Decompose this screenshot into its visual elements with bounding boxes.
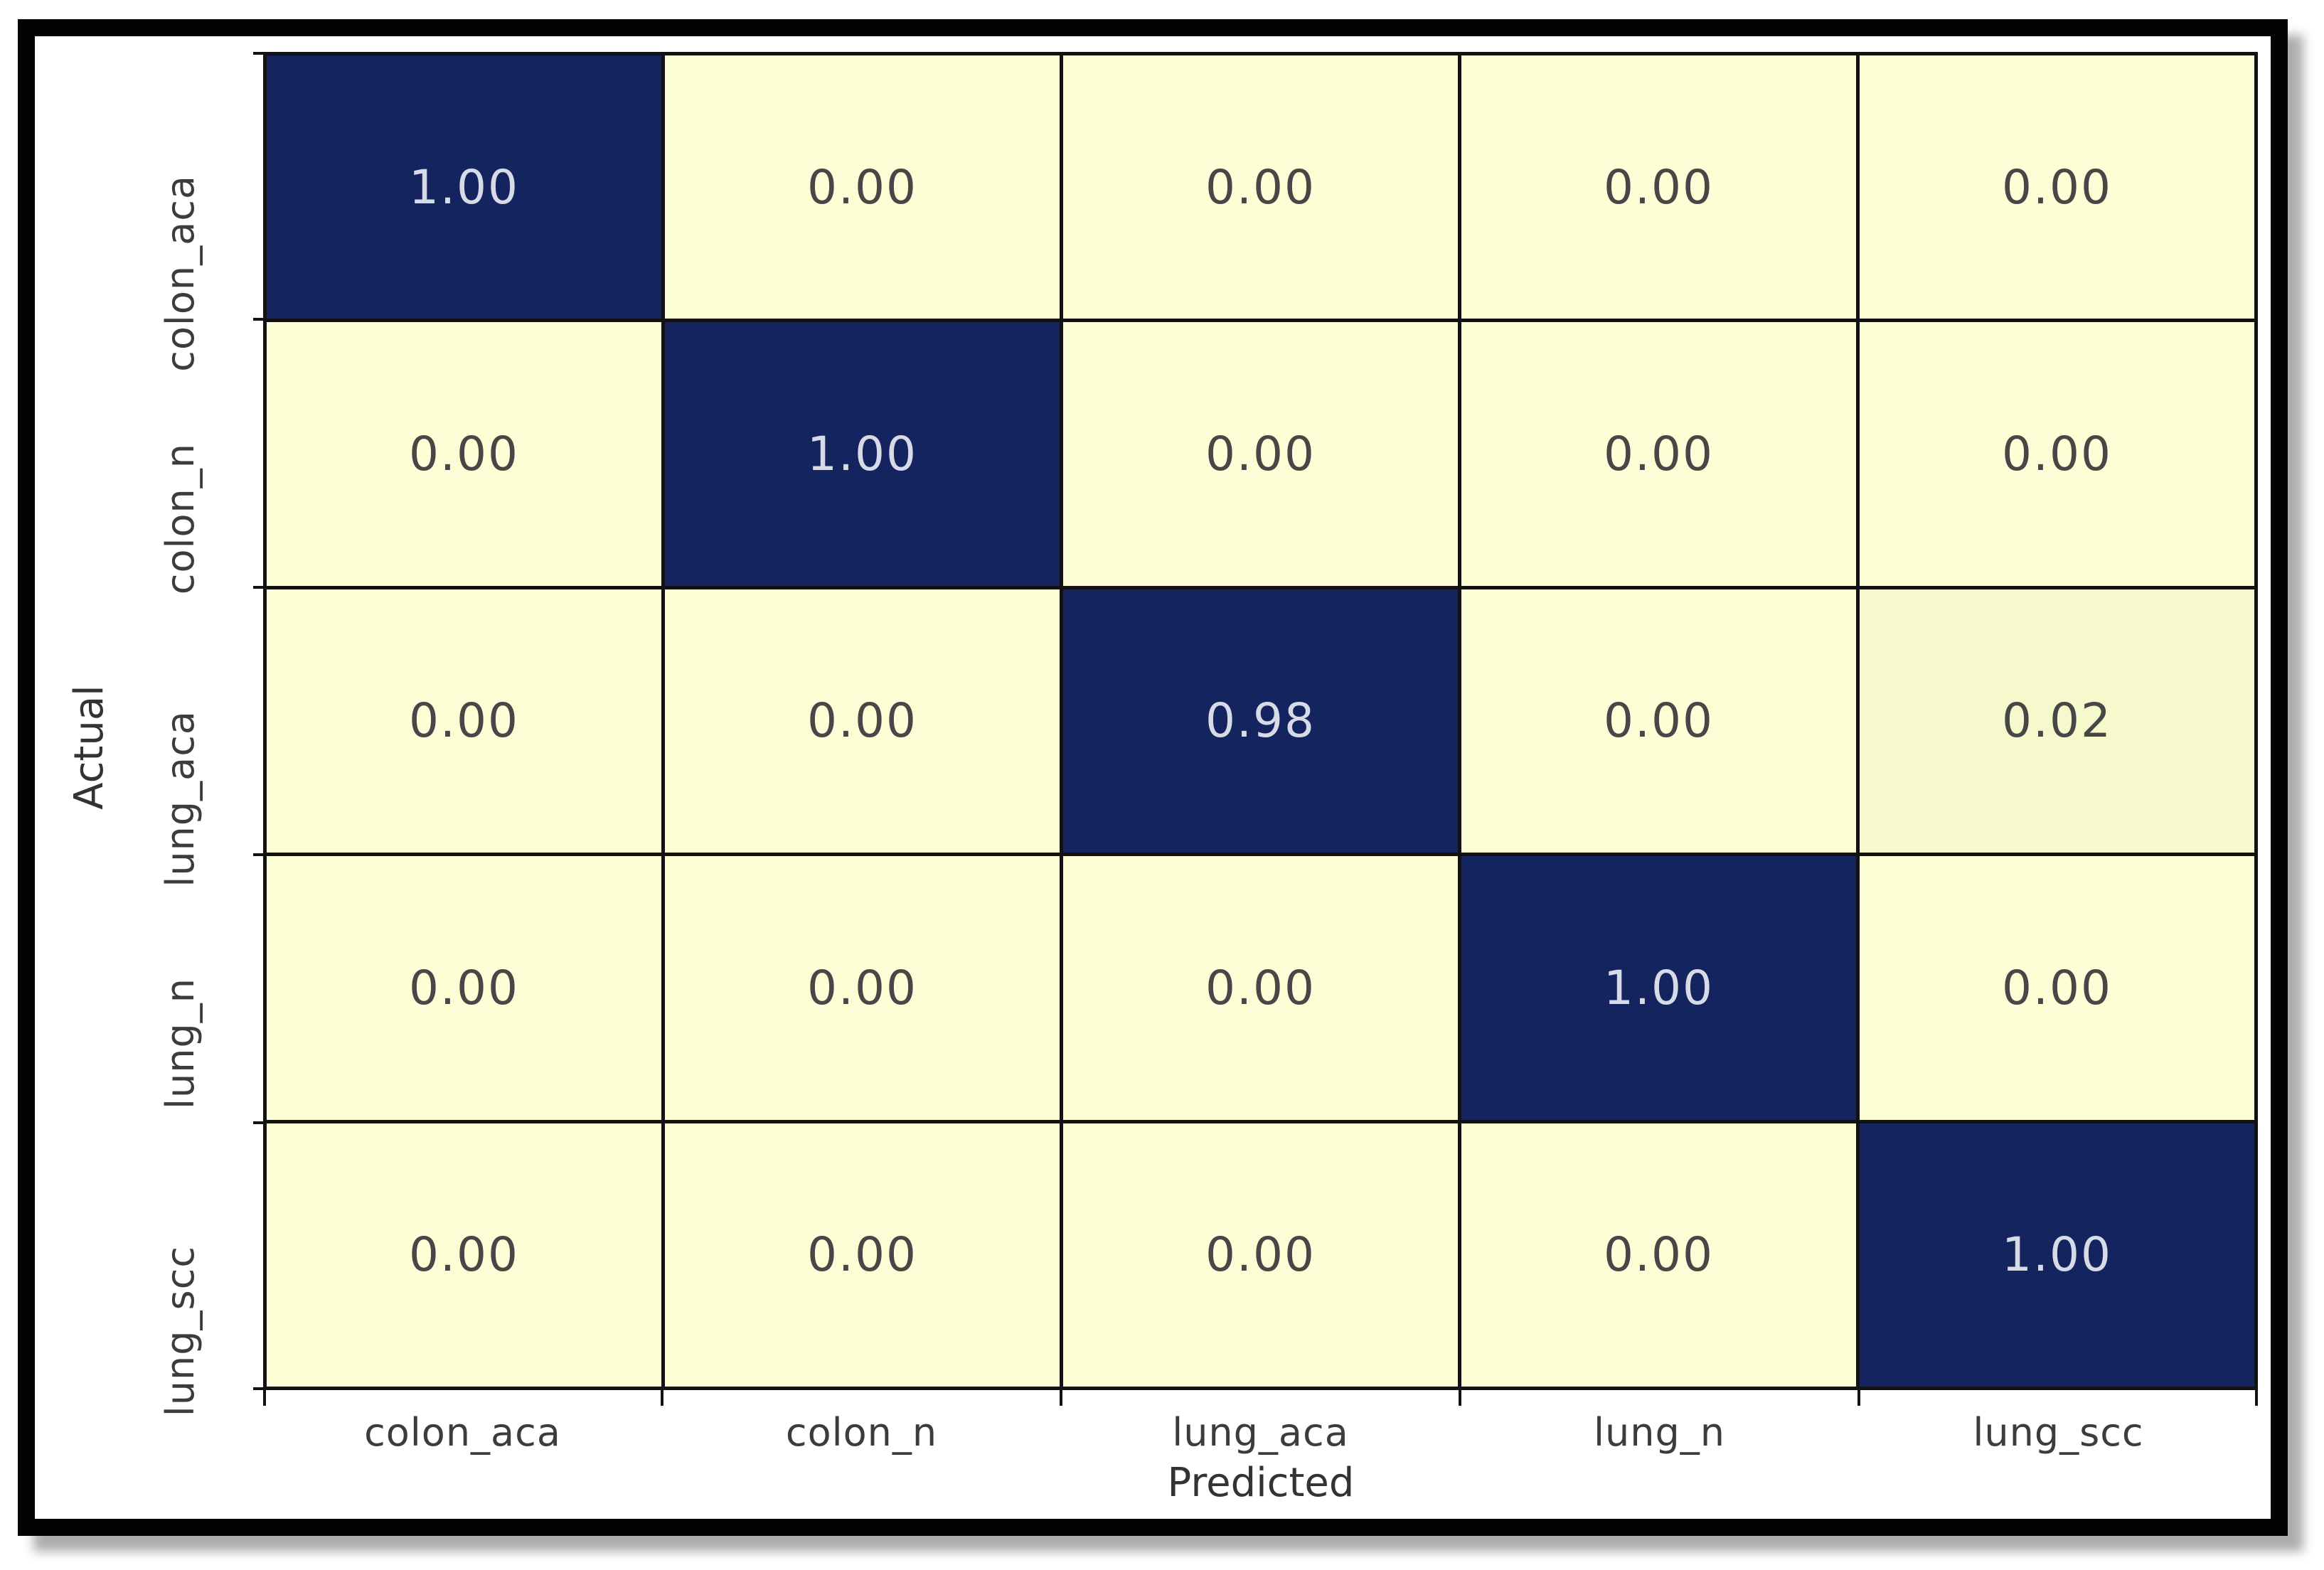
- y-tick-label-text: lung_aca: [158, 710, 203, 887]
- heatmap-cell-colon_aca-lung_scc: 0.00: [1860, 55, 2254, 319]
- y-tick: [253, 318, 265, 321]
- x-tick-label-lung_n: lung_n: [1594, 1410, 1725, 1455]
- heatmap-cell-colon_n-colon_n: 1.00: [665, 322, 1060, 586]
- heatmap-cell-lung_scc-lung_aca: 0.00: [1063, 1123, 1458, 1387]
- heatmap-cell-colon_n-lung_aca: 0.00: [1063, 322, 1458, 586]
- y-tick-label-text: lung_n: [158, 978, 203, 1110]
- heatmap-cell-lung_aca-lung_scc: 0.02: [1860, 589, 2254, 853]
- heatmap-cell-lung_scc-lung_n: 0.00: [1461, 1123, 1856, 1387]
- y-tick: [253, 1387, 265, 1390]
- y-tick: [253, 52, 265, 55]
- heatmap-cell-lung_scc-colon_n: 0.00: [665, 1123, 1060, 1387]
- y-tick: [253, 585, 265, 589]
- heatmap-cell-lung_n-lung_aca: 0.00: [1063, 856, 1458, 1120]
- x-tick: [1060, 1390, 1062, 1406]
- heatmap-cell-lung_n-colon_n: 0.00: [665, 856, 1060, 1120]
- heatmap-grid: 1.00 0.00 0.00 0.00 0.00 0.00 1.00 0.00 0.00 0.00…: [263, 52, 2258, 1390]
- heatmap-cell-colon_aca-lung_n: 0.00: [1461, 55, 1856, 319]
- figure-frame: 1.00 0.00 0.00 0.00 0.00 0.00 1.00 0.00 0.00 0.00…: [18, 19, 2288, 1536]
- x-tick-label-lung_scc: lung_scc: [1973, 1410, 2144, 1455]
- x-tick: [2255, 1390, 2258, 1406]
- x-tick: [1857, 1390, 1860, 1406]
- x-axis-title: Predicted: [1167, 1460, 1355, 1506]
- heatmap-cell-lung_aca-colon_aca: 0.00: [267, 589, 661, 853]
- y-tick-label-text: colon_n: [158, 442, 203, 594]
- x-tick: [661, 1390, 663, 1406]
- confusion-matrix-plot: 1.00 0.00 0.00 0.00 0.00 0.00 1.00 0.00 0.00 0.00…: [35, 36, 2271, 1519]
- heatmap-cell-colon_aca-lung_aca: 0.00: [1063, 55, 1458, 319]
- x-tick-label-lung_aca: lung_aca: [1172, 1410, 1349, 1455]
- y-tick: [253, 1121, 265, 1124]
- y-tick: [253, 853, 265, 857]
- heatmap-cell-colon_n-colon_aca: 0.00: [267, 322, 661, 586]
- y-tick-label-text: colon_aca: [158, 175, 203, 373]
- heatmap-cell-lung_scc-colon_aca: 0.00: [267, 1123, 661, 1387]
- y-tick-label-text: lung_scc: [158, 1245, 203, 1417]
- heatmap-cell-lung_n-lung_n: 1.00: [1461, 856, 1856, 1120]
- heatmap-cell-colon_n-lung_scc: 0.00: [1860, 322, 2254, 586]
- heatmap-cell-lung_aca-colon_n: 0.00: [665, 589, 1060, 853]
- heatmap-cell-colon_n-lung_n: 0.00: [1461, 322, 1856, 586]
- heatmap-cell-colon_aca-colon_aca: 1.00: [267, 55, 661, 319]
- heatmap-cell-lung_aca-lung_n: 0.00: [1461, 589, 1856, 853]
- x-tick: [1459, 1390, 1461, 1406]
- heatmap-cell-lung_n-lung_scc: 0.00: [1860, 856, 2254, 1120]
- x-tick: [263, 1390, 266, 1406]
- heatmap-cell-lung_aca-lung_aca: 0.98: [1063, 589, 1458, 853]
- heatmap-cell-lung_scc-lung_scc: 1.00: [1860, 1123, 2254, 1387]
- heatmap-cell-lung_n-colon_aca: 0.00: [267, 856, 661, 1120]
- x-tick-label-colon_n: colon_n: [785, 1410, 938, 1455]
- heatmap-cell-colon_aca-colon_n: 0.00: [665, 55, 1060, 319]
- x-tick-label-colon_aca: colon_aca: [364, 1410, 561, 1455]
- y-axis-title-text: Actual: [66, 685, 112, 810]
